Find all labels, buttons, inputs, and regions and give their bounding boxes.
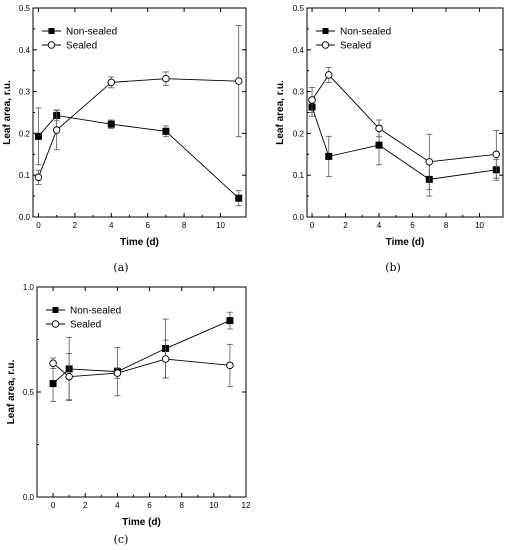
series-sealed [49,339,234,401]
legend: Non-sealed Sealed [316,27,391,52]
y-tick-label: 0.5 [23,388,35,397]
x-tick-label: 0 [51,501,56,510]
x-tick-label: 8 [179,501,184,510]
data-point-circle [226,361,234,370]
x-tick-label: 2 [73,221,78,230]
data-point-circle [308,96,316,104]
x-tick-label: 4 [115,501,120,510]
legend-marker-square [52,307,59,313]
y-tick-label: 0.3 [293,88,305,97]
x-axis-title: Time (d) [386,237,425,248]
data-point-circle [49,359,57,367]
x-tick-label: 8 [444,221,449,230]
data-point-circle [492,150,501,159]
y-tick-label: 1.0 [23,283,35,292]
y-axis-title: Leaf area, r.u. [2,80,13,145]
legend-label: Non-sealed [340,27,391,38]
plot-frame [36,286,247,498]
series-line [38,114,240,199]
x-tick-label: 10 [475,221,484,230]
x-tick-label: 10 [216,221,225,230]
series-non-sealed [34,107,243,207]
legend-label: Sealed [340,41,371,52]
data-point-circle [325,71,333,79]
x-tick-label: 8 [182,221,187,230]
x-axis-title: Time (d) [120,237,159,248]
legend-marker-circle [51,320,60,328]
data-point-circle [161,355,170,363]
plot-frame [306,7,504,218]
panel-label: (c) [114,533,129,546]
legend-label: Non-sealed [66,27,117,38]
y-tick-label: 0.2 [19,129,31,138]
data-point-circle [65,372,73,381]
x-tick-label: 0 [36,221,41,230]
data-point-square [325,152,333,160]
data-point-circle [52,126,61,134]
x-tick-label: 6 [410,221,415,230]
series-line [311,106,497,180]
legend-marker-circle [321,41,330,49]
x-axis-title: Time (d) [122,517,161,528]
data-point-circle [162,74,170,83]
x-tick-label: 2 [343,221,348,230]
chart-panel-2: 0 2 4 6 8 10 0.0 0.1 0.2 0.3 0.4 0.5 Time (d) Leaf ar… [275,4,504,274]
x-tick-label: 6 [147,501,152,510]
data-point-circle [234,77,243,85]
x-tick-label: 6 [145,221,150,230]
data-point-square [34,132,42,140]
data-point-square [107,120,115,128]
chart-panel-1: 0 2 4 6 8 10 0.0 0.1 0.2 0.3 0.4 0.5 Time (d) Leaf ar… [2,4,247,274]
x-tick-label: 12 [242,501,251,510]
data-point-square [226,317,234,325]
panel-label: (b) [385,261,401,274]
y-tick-label: 0.4 [19,46,31,55]
legend-marker-square [48,28,55,34]
legend-label: Sealed [70,320,101,331]
chart-panel-3: 0 2 4 6 8 10 12 0.0 0.5 1.0 Time (d) Leaf area, r.u… [6,283,251,546]
x-tick-label: 4 [109,221,114,230]
legend-marker-circle [47,41,56,49]
legend-label: Sealed [66,41,97,52]
data-point-square [235,194,243,202]
y-tick-label: 0.4 [293,46,305,55]
legend: Non-sealed Sealed [46,306,121,331]
x-tick-label: 0 [310,221,315,230]
data-point-circle [113,369,122,377]
y-tick-label: 0.0 [293,213,305,222]
legend: Non-sealed Sealed [42,27,117,52]
x-tick-label: 10 [209,501,218,510]
y-tick-label: 0.2 [293,129,305,138]
series-line [52,358,230,378]
y-tick-label: 0.3 [19,88,31,97]
plot-frame [32,7,247,218]
y-tick-label: 0.5 [293,4,305,13]
data-point-circle [34,173,43,182]
x-tick-label: 2 [83,501,88,510]
data-point-square [375,141,383,149]
y-axis-title: Leaf area, r.u. [275,80,286,145]
y-tick-label: 0.0 [23,493,35,502]
y-tick-label: 0.1 [293,171,305,180]
x-tick-label: 4 [377,221,382,230]
data-point-square [162,127,170,135]
y-tick-label: 0.0 [19,213,31,222]
y-tick-label: 0.1 [19,171,31,180]
panel-label: (a) [113,261,128,274]
data-point-circle [375,124,383,133]
series-sealed [308,66,501,190]
series-non-sealed [308,97,500,197]
legend-marker-square [322,28,329,34]
legend-label: Non-sealed [70,306,121,317]
data-point-square [49,380,57,388]
data-point-circle [107,78,116,87]
data-point-circle [425,158,434,166]
series-line [311,74,497,163]
series-sealed [34,25,243,185]
y-tick-label: 0.5 [19,4,31,13]
y-axis-title: Leaf area, r.u. [6,360,17,425]
